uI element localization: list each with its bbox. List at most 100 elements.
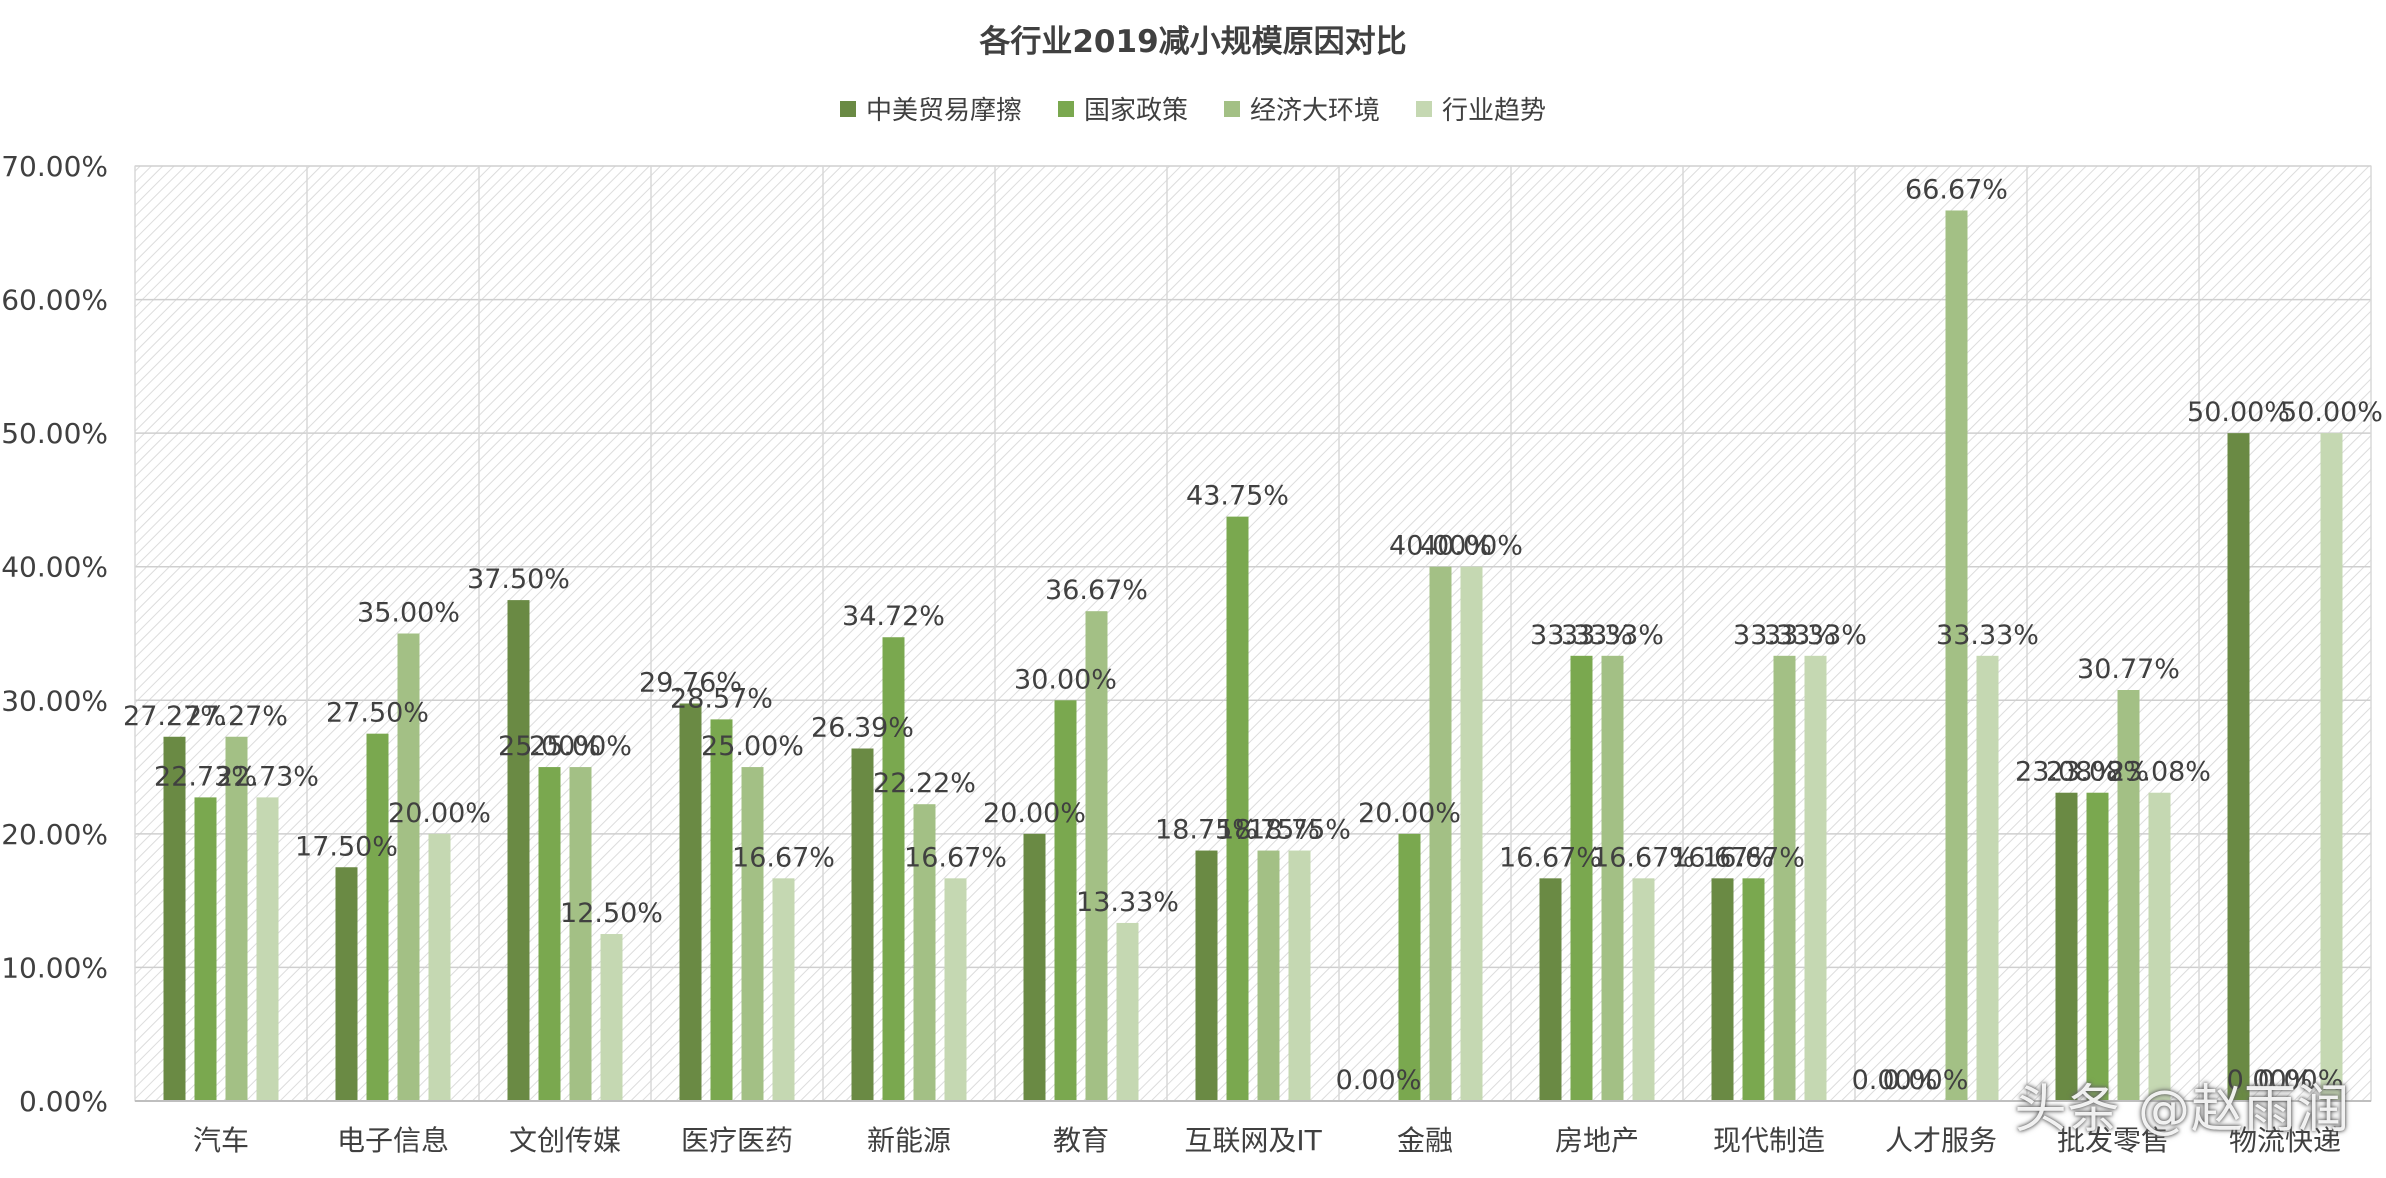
bar — [2117, 690, 2140, 1101]
bar — [428, 833, 451, 1101]
data-label: 25.00% — [498, 731, 601, 762]
bar — [507, 600, 530, 1101]
bar — [600, 934, 623, 1101]
data-label: 20.00% — [388, 798, 491, 829]
data-label: 50.00% — [2187, 397, 2290, 428]
legend-swatch — [1416, 101, 1432, 117]
data-label: 35.00% — [357, 598, 460, 629]
data-label: 30.77% — [2077, 654, 2180, 685]
data-labels: 27.27% 22.73% 27.27% 22.73% 17.50% 27.50% 35.0… — [123, 174, 2383, 1096]
data-label: 20.00% — [1358, 798, 1461, 829]
data-label: 66.67% — [1905, 174, 2008, 205]
chart-title: 各行业2019减小规模原因对比 — [978, 24, 1406, 60]
bar — [1226, 516, 1249, 1101]
data-label: 27.27% — [185, 701, 288, 732]
x-axis: 汽车 电子信息 文创传媒 医疗医药 新能源 教育 互联网及IT 金融 房地产 现代制造 人才服务 批发… — [135, 1100, 2371, 1157]
bar — [1742, 878, 1765, 1101]
x-tick-label: 互联网及IT — [1184, 1124, 1322, 1157]
bar — [1976, 655, 1999, 1101]
y-tick-label: 50.00% — [1, 417, 108, 450]
data-label: 33.33% — [1733, 620, 1836, 651]
data-label: 33.33% — [1936, 620, 2039, 651]
bar — [1773, 655, 1796, 1101]
data-label: 16.67% — [1499, 842, 1602, 873]
x-tick-label: 医疗医药 — [681, 1124, 793, 1157]
data-label: 13.33% — [1076, 887, 1179, 918]
x-tick-label: 教育 — [1053, 1124, 1109, 1157]
data-label: 22.73% — [154, 761, 257, 792]
x-tick-label: 物流快递 — [2229, 1124, 2341, 1157]
legend-label: 行业趋势 — [1442, 96, 1546, 126]
bar — [1945, 210, 1968, 1102]
data-label: 12.50% — [560, 898, 663, 929]
bar — [2055, 792, 2078, 1101]
bars — [163, 210, 2343, 1102]
legend-label: 中美贸易摩擦 — [866, 96, 1022, 126]
data-label: 16.67% — [1702, 842, 1805, 873]
data-label: 18.75% — [1217, 815, 1320, 846]
bar — [1054, 700, 1077, 1101]
bar — [1632, 878, 1655, 1101]
y-tick-label: 0.00% — [19, 1085, 108, 1118]
data-label: 18.75% — [1248, 815, 1351, 846]
data-label: 33.33% — [1764, 620, 1867, 651]
bar — [851, 748, 874, 1101]
data-label: 23.08% — [2108, 757, 2211, 788]
y-tick-label: 70.00% — [1, 150, 108, 183]
y-tick-label: 60.00% — [1, 284, 108, 317]
bar — [1601, 655, 1624, 1101]
bar — [2227, 433, 2250, 1102]
bar — [569, 767, 592, 1101]
bar — [366, 733, 389, 1101]
bar — [225, 736, 248, 1101]
data-label: 33.33% — [1561, 620, 1664, 651]
y-tick-label: 30.00% — [1, 684, 108, 717]
data-label: 23.08% — [2046, 757, 2149, 788]
bar — [772, 878, 795, 1101]
data-label: 16.67% — [1671, 842, 1774, 873]
bar — [1288, 850, 1311, 1101]
data-label: 30.00% — [1014, 664, 1117, 695]
data-label: 17.50% — [295, 831, 398, 862]
watermark: 头条 @赵雨润 — [2014, 1080, 2350, 1140]
x-tick-label: 新能源 — [867, 1124, 951, 1157]
data-label: 22.73% — [216, 761, 319, 792]
y-tick-label: 40.00% — [1, 551, 108, 584]
bar — [2320, 433, 2343, 1102]
data-label: 27.50% — [326, 698, 429, 729]
y-axis: 0.00% 10.00% 20.00% 30.00% 40.00% 50.00% 60.00… — [1, 150, 108, 1118]
x-tick-label: 批发零售 — [2057, 1124, 2169, 1157]
bar — [335, 867, 358, 1101]
x-tick-label: 文创传媒 — [509, 1124, 621, 1157]
bar — [1429, 566, 1452, 1101]
bar — [1257, 850, 1280, 1101]
data-label: 36.67% — [1045, 575, 1148, 606]
data-label: 40.00% — [1389, 531, 1492, 562]
bar — [1570, 655, 1593, 1101]
data-label: 23.08% — [2015, 757, 2118, 788]
legend-swatch — [1224, 101, 1240, 117]
x-tick-label: 电子信息 — [337, 1124, 449, 1157]
bar — [944, 878, 967, 1101]
bar — [913, 804, 936, 1101]
y-tick-label: 10.00% — [1, 951, 108, 984]
x-tick-label: 现代制造 — [1713, 1124, 1825, 1157]
data-label: 34.72% — [842, 601, 945, 632]
y-tick-label: 20.00% — [1, 818, 108, 851]
data-label: 0.00% — [1883, 1065, 1969, 1096]
data-label: 33.33% — [1530, 620, 1633, 651]
legend: 中美贸易摩擦 国家政策 经济大环境 行业趋势 — [840, 96, 1546, 126]
data-label: 16.67% — [1592, 842, 1695, 873]
data-label: 28.57% — [670, 683, 773, 714]
bar — [1460, 566, 1483, 1101]
legend-swatch — [840, 101, 856, 117]
bar — [679, 703, 702, 1101]
data-label: 22.22% — [873, 768, 976, 799]
bar — [163, 736, 186, 1101]
data-label: 20.00% — [983, 798, 1086, 829]
data-label: 16.67% — [904, 842, 1007, 873]
data-label: 0.00% — [1852, 1065, 1938, 1096]
bar — [1085, 611, 1108, 1101]
bar — [1398, 833, 1421, 1101]
data-label: 18.75% — [1155, 815, 1258, 846]
